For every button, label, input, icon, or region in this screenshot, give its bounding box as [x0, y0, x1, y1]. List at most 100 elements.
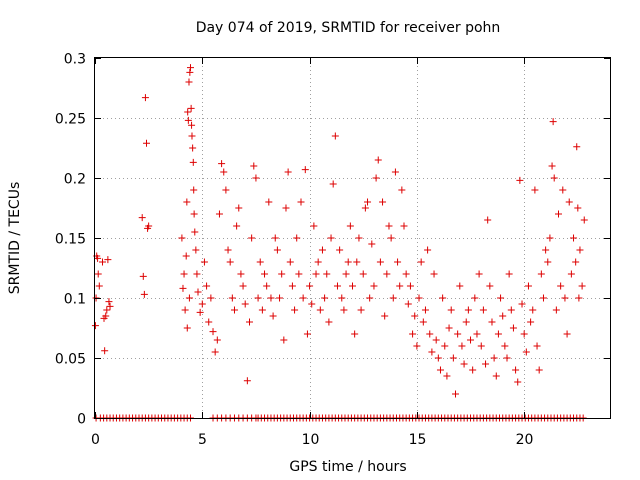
- data-point: [327, 234, 335, 242]
- data-point: [475, 270, 483, 278]
- data-point: [190, 186, 198, 194]
- data-point: [248, 234, 256, 242]
- data-point: [359, 270, 367, 278]
- data-point: [499, 312, 507, 320]
- data-point: [346, 222, 354, 230]
- data-point: [102, 312, 110, 320]
- data-point: [183, 198, 191, 206]
- data-point: [447, 306, 455, 314]
- data-point: [424, 246, 432, 254]
- data-point: [383, 270, 391, 278]
- data-point: [473, 330, 481, 338]
- data-point: [573, 143, 581, 151]
- data-point: [267, 294, 275, 302]
- data-point: [181, 306, 189, 314]
- data-point: [580, 216, 588, 224]
- data-point: [550, 174, 558, 182]
- data-point: [301, 166, 309, 174]
- data-point: [183, 324, 191, 332]
- data-point: [198, 300, 206, 308]
- data-point: [91, 322, 99, 330]
- data-point: [222, 186, 230, 194]
- data-point: [507, 306, 515, 314]
- data-point: [400, 222, 408, 230]
- data-point: [310, 222, 318, 230]
- data-point: [482, 360, 490, 368]
- data-point: [402, 270, 410, 278]
- data-point: [527, 318, 535, 326]
- data-point: [537, 270, 545, 278]
- y-tick-label: 0.25: [55, 112, 86, 128]
- data-point: [250, 162, 258, 170]
- data-point: [215, 210, 223, 218]
- data-point: [228, 294, 236, 302]
- data-point: [226, 258, 234, 266]
- data-point: [492, 372, 500, 380]
- data-point: [357, 306, 365, 314]
- data-point: [570, 234, 578, 242]
- data-point: [190, 210, 198, 218]
- data-point: [344, 258, 352, 266]
- x-tick-label: 5: [198, 432, 207, 448]
- grid-lines: [95, 58, 610, 418]
- data-point: [265, 198, 273, 206]
- data-point: [494, 330, 502, 338]
- data-point: [230, 306, 238, 314]
- data-point: [391, 168, 399, 176]
- data-point: [458, 342, 466, 350]
- data-point: [575, 294, 583, 302]
- data-point: [406, 282, 414, 290]
- data-point: [182, 252, 190, 260]
- data-point: [308, 300, 316, 308]
- data-point: [189, 158, 197, 166]
- data-point: [271, 234, 279, 242]
- data-point: [389, 294, 397, 302]
- data-point: [533, 342, 541, 350]
- data-point: [576, 246, 584, 254]
- data-point: [193, 270, 201, 278]
- data-point: [258, 306, 266, 314]
- data-point: [329, 180, 337, 188]
- data-point: [209, 328, 217, 336]
- data-point: [520, 330, 528, 338]
- data-point: [488, 318, 496, 326]
- data-point: [203, 282, 211, 290]
- data-point: [376, 258, 384, 266]
- data-point: [101, 347, 109, 355]
- data-point: [143, 139, 150, 147]
- data-point: [224, 246, 232, 254]
- data-point: [145, 222, 153, 230]
- data-point: [415, 294, 423, 302]
- data-point: [557, 282, 565, 290]
- y-tick-label: 0.05: [55, 352, 86, 368]
- data-point: [426, 330, 434, 338]
- data-point: [449, 354, 457, 362]
- data-point: [194, 288, 202, 296]
- data-point: [396, 282, 404, 290]
- plot-frame: [94, 57, 611, 419]
- x-tick-label: 15: [409, 432, 427, 448]
- data-point: [535, 366, 543, 374]
- data-point: [411, 312, 419, 320]
- y-tick-label: 0.2: [64, 172, 86, 188]
- data-point: [185, 294, 193, 302]
- data-point: [563, 330, 571, 338]
- data-point: [94, 254, 102, 262]
- data-point: [578, 282, 586, 290]
- data-point: [567, 270, 575, 278]
- data-point: [180, 270, 188, 278]
- data-point: [252, 174, 260, 182]
- data-point: [191, 228, 199, 236]
- data-point: [374, 156, 382, 164]
- data-point: [432, 336, 440, 344]
- data-point: [467, 336, 475, 344]
- data-point: [291, 306, 299, 314]
- data-point: [546, 234, 554, 242]
- data-point: [419, 318, 427, 326]
- data-point: [486, 282, 494, 290]
- data-point: [484, 216, 492, 224]
- data-point: [218, 160, 226, 168]
- x-tick-label: 20: [516, 432, 534, 448]
- data-point: [421, 306, 429, 314]
- data-point: [366, 294, 374, 302]
